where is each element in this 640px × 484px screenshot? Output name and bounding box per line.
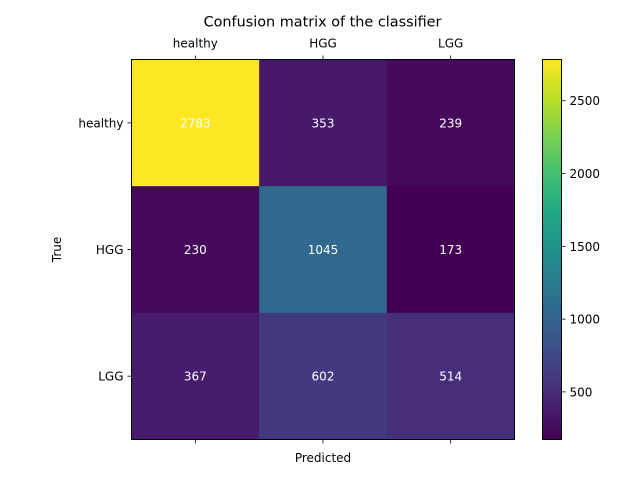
cell-value-label: 353 (312, 116, 335, 130)
heatmap-cell (131, 312, 260, 440)
cell-value-label: 367 (184, 370, 207, 384)
cell-value-label: 602 (312, 370, 335, 384)
y-tick-label: LGG (98, 370, 123, 384)
heatmap-cell (386, 186, 515, 314)
heatmap-cell (259, 186, 388, 314)
x-tick-label: LGG (438, 37, 463, 51)
colorbar-tick-label: 500 (570, 385, 593, 399)
x-tick-label: healthy (173, 37, 218, 51)
colorbar-tick-label: 1500 (570, 240, 601, 254)
colorbar-tick-label: 2000 (570, 167, 601, 181)
colorbar (542, 59, 562, 440)
colorbar-ticks: 500 1000 1500 2000 2500 (561, 94, 601, 399)
heatmap-cells (131, 59, 515, 440)
heatmap-cell (131, 59, 260, 187)
cell-value-label: 1045 (308, 243, 339, 257)
y-axis-label: True (50, 237, 64, 264)
cell-value-label: 239 (439, 116, 462, 130)
cell-value-label: 2783 (180, 116, 211, 130)
x-axis-label: Predicted (295, 451, 351, 465)
y-axis-ticks: healthy HGG LGG (78, 116, 132, 384)
colorbar-tick-label: 2500 (570, 94, 601, 108)
cell-value-label: 514 (439, 370, 462, 384)
cell-value-label: 230 (184, 243, 207, 257)
heatmap-cell (386, 312, 515, 440)
cell-value-labels: 2783 353 239 230 1045 173 367 602 514 (180, 116, 462, 383)
x-tick-label: HGG (309, 37, 337, 51)
colorbar-tick-label: 1000 (570, 313, 601, 327)
chart-title: Confusion matrix of the classifier (204, 15, 442, 31)
heatmap-cell (131, 186, 260, 314)
x-axis-ticks: healthy HGG LGG (173, 37, 463, 444)
y-tick-label: HGG (96, 243, 124, 257)
y-tick-label: healthy (78, 116, 123, 130)
heatmap-cell (386, 59, 515, 187)
cell-value-label: 173 (439, 243, 462, 257)
heatmap-cell (259, 59, 388, 187)
heatmap-cell (259, 312, 388, 440)
